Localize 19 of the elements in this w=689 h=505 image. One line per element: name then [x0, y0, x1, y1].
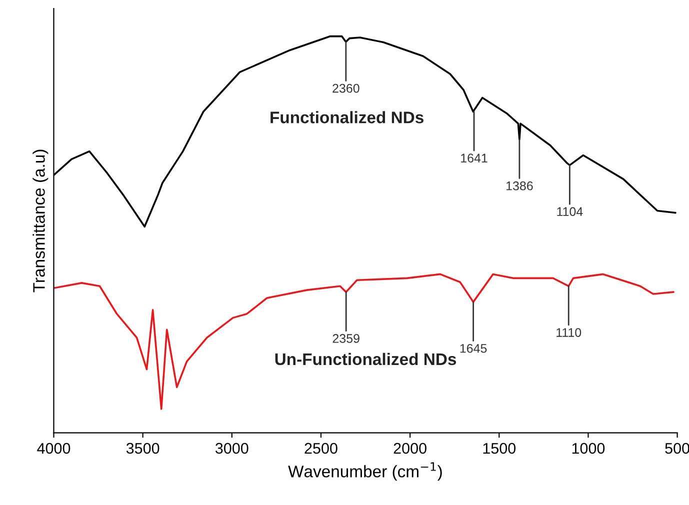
annotation: 2360: [332, 84, 360, 93]
annotation: 1386: [506, 181, 533, 190]
x-tick-label: 2500: [304, 442, 338, 454]
text: Un-Functionalized NDs: [275, 352, 456, 366]
annotation: 1104: [557, 207, 583, 216]
annotation: 1645: [460, 344, 487, 353]
annotation: 1641: [461, 154, 488, 163]
x-tick-label: 1500: [483, 442, 516, 454]
annotation: 1110: [556, 328, 582, 337]
text: Functionalized NDs: [270, 111, 424, 124]
x-axis-title: Wavenumber (cm$^{−1}$): [288, 462, 442, 481]
x-tick-label: 1000: [572, 442, 605, 454]
y-axis-title: Transmittance (a.u): [32, 150, 48, 292]
x-tick-label: 500: [665, 442, 689, 454]
annotation: 2359: [332, 334, 360, 343]
x-tick-label: 3000: [215, 442, 248, 454]
x-tick-label: 4000: [37, 442, 70, 454]
x-tick-label: 3500: [126, 442, 160, 454]
x-tick-label: 2000: [394, 442, 426, 454]
